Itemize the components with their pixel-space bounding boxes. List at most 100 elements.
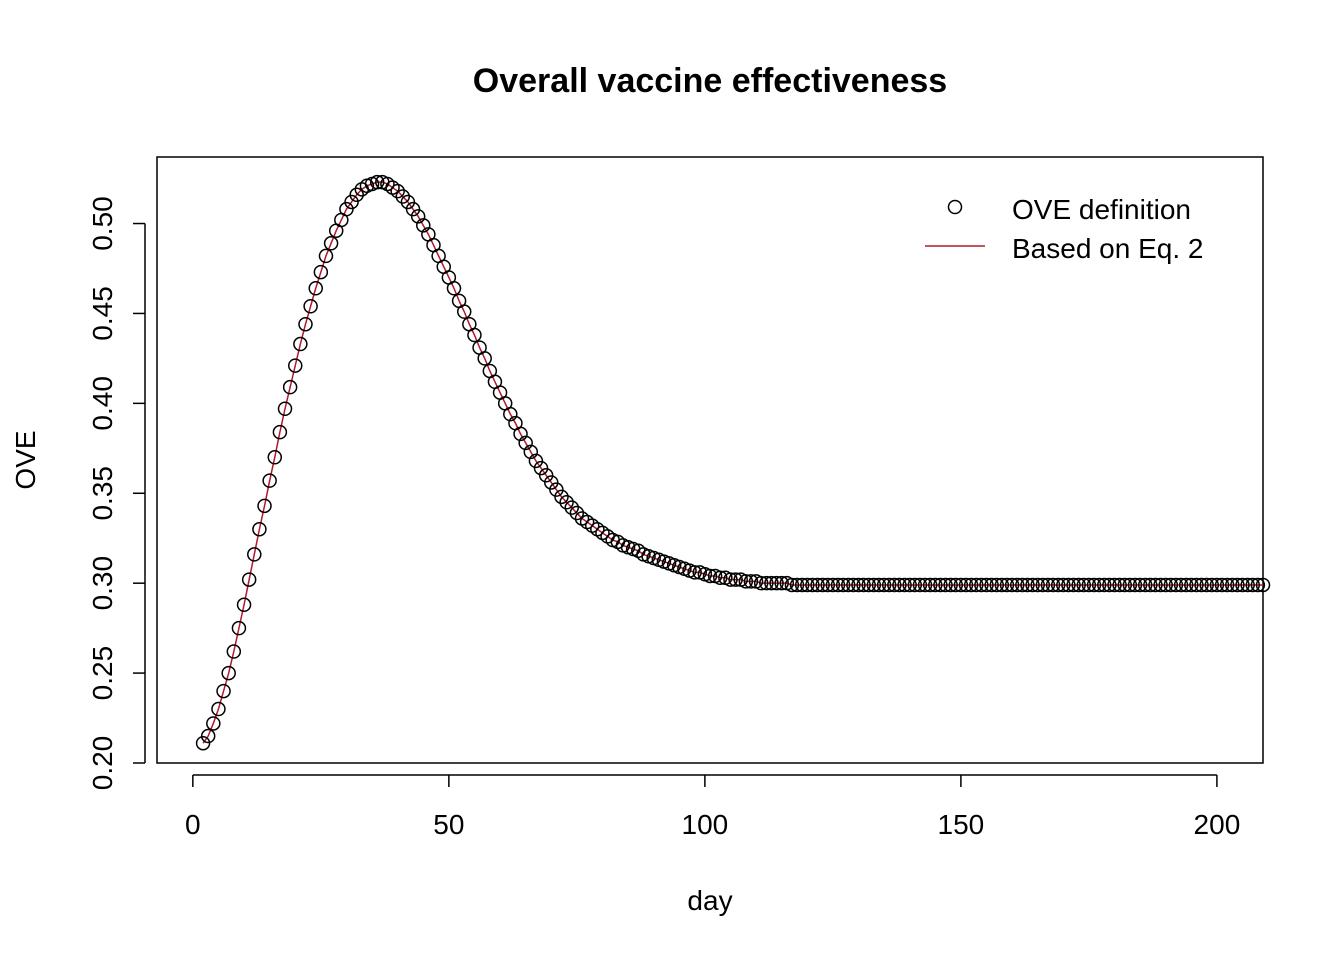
data-point <box>277 401 293 416</box>
data-point <box>559 495 574 510</box>
data-point <box>247 547 262 562</box>
data-point <box>1219 577 1235 593</box>
data-point <box>723 572 738 587</box>
data-point <box>1050 577 1066 593</box>
data-point <box>262 473 277 488</box>
legend: OVE definition Based on Eq. 2 <box>925 194 1203 264</box>
data-point <box>339 201 354 217</box>
data-point <box>974 577 989 593</box>
data-point <box>1112 577 1127 593</box>
data-point <box>369 174 385 190</box>
data-point <box>1204 577 1220 593</box>
chart-title: Overall vaccine effectiveness <box>473 62 947 100</box>
data-point <box>1122 577 1138 593</box>
x-tick-label: 100 <box>682 809 729 840</box>
data-point <box>1097 577 1112 593</box>
data-point <box>446 281 462 296</box>
data-point <box>912 577 928 593</box>
data-point <box>984 577 999 593</box>
data-point <box>810 577 825 593</box>
data-point <box>800 577 815 593</box>
data-point <box>856 577 871 593</box>
data-point <box>195 735 211 751</box>
data-point <box>400 194 416 210</box>
data-point <box>288 358 303 373</box>
data-point <box>702 568 718 584</box>
data-point <box>405 201 421 217</box>
data-point <box>764 575 779 591</box>
x-axis: 0 50 100 150 200 <box>185 774 1241 840</box>
x-tick-label: 150 <box>938 809 985 840</box>
data-point <box>1173 577 1189 593</box>
data-point <box>958 577 974 593</box>
data-point <box>1076 577 1092 593</box>
data-point <box>528 453 544 469</box>
data-point <box>963 577 979 593</box>
data-point <box>1102 577 1117 593</box>
data-point <box>395 189 411 204</box>
data-point <box>1158 577 1173 593</box>
data-point <box>907 577 923 593</box>
data-point <box>241 572 257 587</box>
data-point <box>206 716 221 731</box>
data-point <box>272 424 288 440</box>
data-point <box>211 701 226 717</box>
data-point <box>569 505 585 521</box>
data-point <box>318 248 334 264</box>
data-point <box>1225 577 1240 593</box>
data-point <box>825 577 841 593</box>
data-point <box>948 577 964 593</box>
legend-label-points: OVE definition <box>1012 194 1191 225</box>
y-tick-label: 0.25 <box>87 646 118 701</box>
data-point <box>1209 577 1225 593</box>
data-point <box>861 577 876 593</box>
y-tick-label: 0.45 <box>87 286 118 341</box>
data-point <box>303 299 318 314</box>
data-point <box>851 577 866 593</box>
data-point <box>1066 577 1081 593</box>
data-point <box>1009 577 1025 593</box>
data-point <box>922 577 938 593</box>
data-point <box>467 327 482 343</box>
data-point <box>1061 577 1076 593</box>
y-tick-label: 0.20 <box>87 736 118 791</box>
data-point <box>1235 577 1250 593</box>
data-point <box>456 304 472 319</box>
data-point <box>1025 577 1040 593</box>
data-point <box>876 577 892 593</box>
data-point <box>1194 577 1209 593</box>
series-points-group <box>195 174 1271 751</box>
data-point <box>236 597 252 613</box>
data-point <box>533 460 549 476</box>
data-point <box>1230 577 1245 593</box>
data-point <box>1137 577 1153 593</box>
data-point <box>1245 577 1261 593</box>
data-point <box>1240 577 1255 593</box>
data-point <box>1148 577 1163 593</box>
data-point <box>293 336 308 352</box>
data-point <box>969 577 984 593</box>
y-tick-label: 0.30 <box>87 556 118 611</box>
data-point <box>999 577 1015 593</box>
y-axis-label: OVE <box>10 430 41 489</box>
data-point <box>1250 577 1266 593</box>
data-point <box>759 575 774 591</box>
data-point <box>298 316 313 332</box>
data-point <box>1117 577 1132 593</box>
data-point <box>1091 577 1107 593</box>
data-point <box>1163 577 1179 593</box>
plot-frame <box>156 156 1264 764</box>
data-point <box>513 426 528 442</box>
x-tick-label: 200 <box>1194 809 1241 840</box>
data-point <box>323 236 339 251</box>
data-point <box>820 577 836 593</box>
data-point <box>881 577 897 593</box>
data-point <box>518 435 533 451</box>
data-point <box>866 577 882 593</box>
data-point <box>1107 577 1122 593</box>
data-point <box>554 489 569 505</box>
data-point <box>753 575 769 591</box>
data-point <box>738 574 754 589</box>
